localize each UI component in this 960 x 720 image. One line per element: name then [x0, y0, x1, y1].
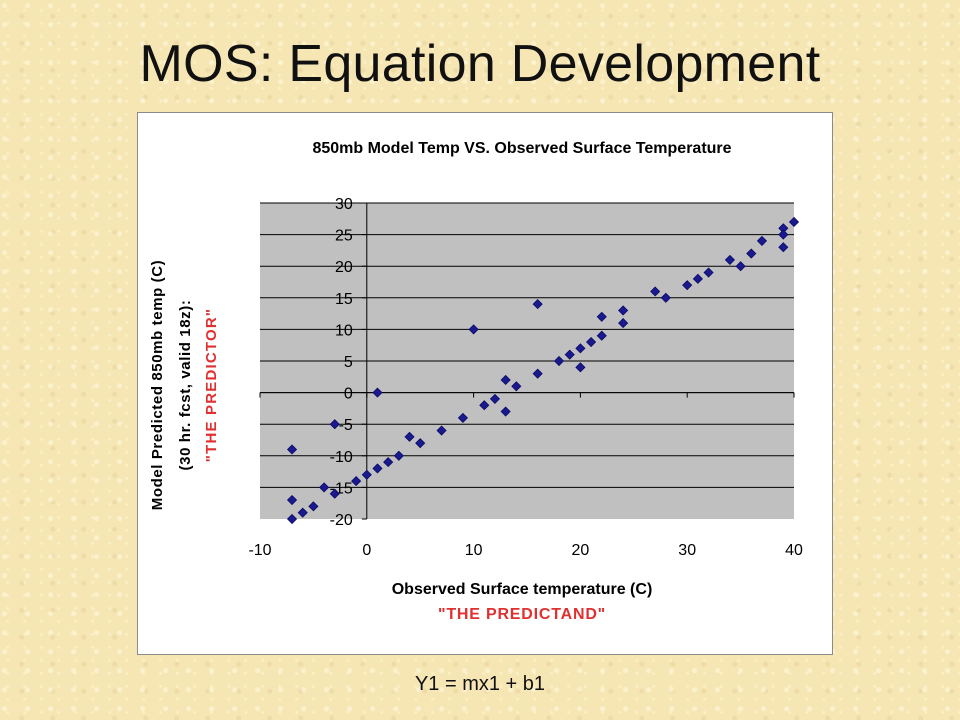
- y-axis-label-line-1: Model Predicted 850mb temp (C): [149, 260, 166, 511]
- x-tick-label: 30: [678, 542, 696, 559]
- data-point: [383, 457, 394, 468]
- data-point: [660, 292, 671, 303]
- data-point: [372, 463, 383, 474]
- data-point: [479, 400, 490, 411]
- data-point: [468, 324, 479, 335]
- slide-caption: Y1 = mx1 + b1: [414, 673, 546, 695]
- data-point: [756, 235, 768, 246]
- y-tick-label: -5: [339, 417, 353, 434]
- data-point: [308, 501, 319, 512]
- data-point: [724, 254, 735, 265]
- data-point: [596, 330, 607, 341]
- data-point: [351, 476, 362, 487]
- data-point: [361, 469, 372, 480]
- data-point: [703, 267, 714, 278]
- data-point: [532, 299, 543, 310]
- x-tick-label: 10: [465, 542, 483, 559]
- data-point: [575, 362, 586, 373]
- data-point: [618, 305, 629, 316]
- data-point: [511, 381, 522, 392]
- data-point: [746, 248, 757, 259]
- x-tick-label: -10: [248, 542, 271, 559]
- x-tick-label: 20: [572, 542, 590, 559]
- y-tick-label: -10: [330, 449, 353, 466]
- data-point: [500, 406, 511, 417]
- x-tick-label: 40: [785, 542, 803, 559]
- y-axis-label-line-2: (30 hr. fcst, valid 18z):: [177, 300, 194, 471]
- data-point: [650, 286, 661, 297]
- y-tick-label: -20: [330, 512, 353, 529]
- data-point: [415, 438, 426, 449]
- data-point: [500, 374, 511, 386]
- data-point: [436, 425, 447, 436]
- y-tick-label: 10: [335, 322, 353, 339]
- data-point: [297, 507, 308, 518]
- data-points: [286, 216, 800, 525]
- data-point: [575, 343, 586, 354]
- data-point: [286, 513, 298, 525]
- data-point: [372, 387, 383, 398]
- y-tick-label: 0: [344, 386, 353, 403]
- data-point: [778, 229, 789, 240]
- data-point: [319, 482, 330, 493]
- data-point: [329, 419, 340, 430]
- data-point: [778, 242, 789, 253]
- y-tick-label: 20: [335, 259, 353, 276]
- data-point: [532, 368, 543, 379]
- data-point: [682, 280, 693, 291]
- y-tick-label: 15: [335, 291, 353, 308]
- data-point: [692, 273, 703, 284]
- data-point: [596, 311, 607, 322]
- x-axis-note: "THE PREDICTAND": [438, 606, 606, 623]
- x-tick-labels: -10 0 10 20 30 40: [248, 542, 803, 559]
- chart-panel: 850mb Model Temp VS. Observed Surface Te…: [137, 112, 833, 655]
- data-point: [788, 216, 800, 228]
- data-point: [393, 450, 404, 461]
- data-point: [586, 336, 597, 348]
- data-point: [286, 444, 298, 455]
- data-point: [618, 318, 629, 329]
- data-point: [735, 261, 746, 272]
- data-point: [404, 431, 415, 442]
- data-point: [553, 355, 565, 367]
- x-tick-label: 0: [362, 542, 371, 559]
- y-tick-label: 25: [335, 228, 353, 245]
- axis-lines: [259, 202, 795, 520]
- data-point: [564, 349, 575, 360]
- slide-title: MOS: Equation Development: [139, 35, 821, 93]
- data-point: [329, 488, 340, 499]
- y-tick-label: 5: [344, 354, 353, 371]
- data-point: [286, 494, 298, 506]
- x-axis-label: Observed Surface temperature (C): [392, 581, 653, 598]
- scatter-chart: 850mb Model Temp VS. Observed Surface Te…: [149, 140, 803, 623]
- chart-title: 850mb Model Temp VS. Observed Surface Te…: [312, 140, 731, 157]
- data-point: [489, 393, 501, 404]
- data-point: [457, 412, 468, 423]
- y-axis-note: "THE PREDICTOR": [203, 308, 220, 462]
- y-tick-label: 30: [335, 196, 353, 213]
